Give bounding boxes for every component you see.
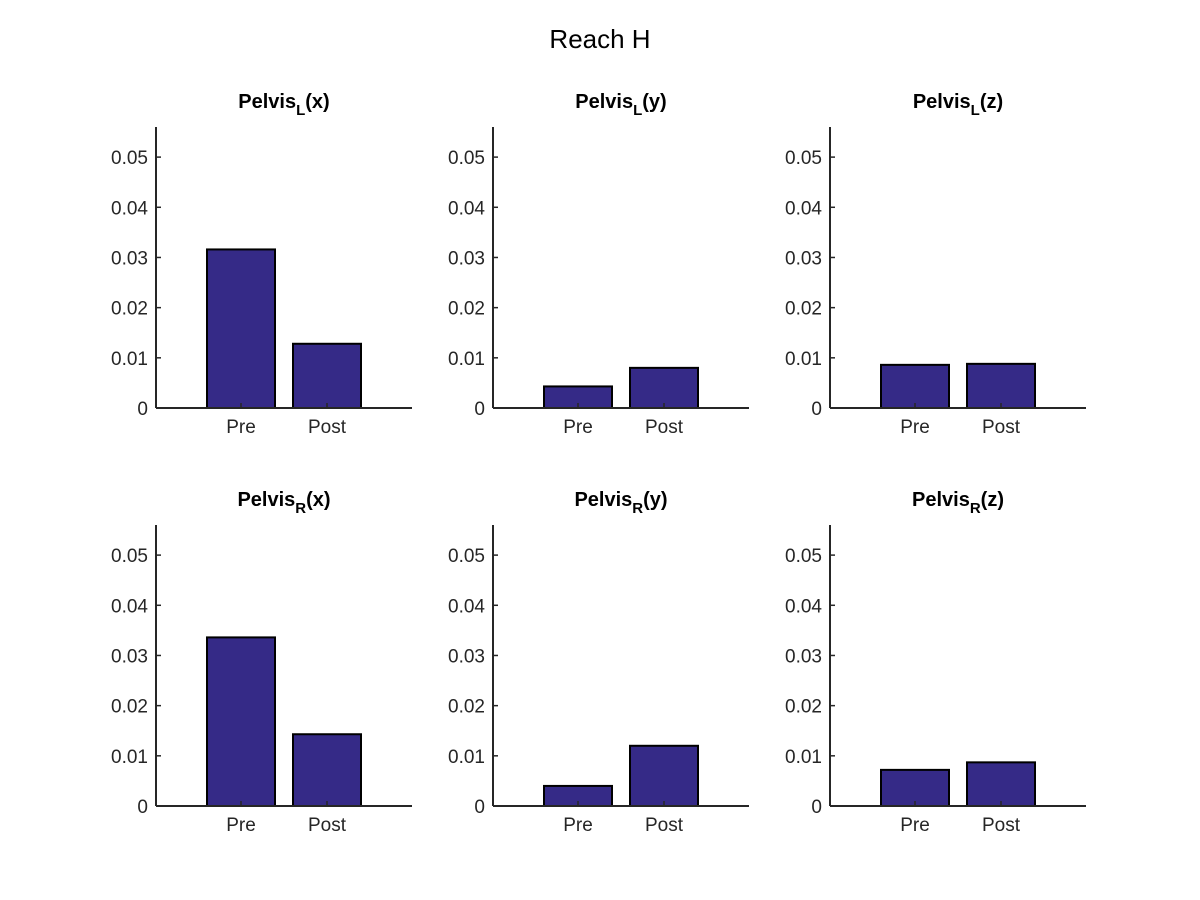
y-tick-label: 0.03 <box>785 646 822 667</box>
bar-pre <box>206 636 276 808</box>
subplot-title: PelvisR(y) <box>574 489 667 517</box>
subplot-3: PelvisL(z) 0 0.01 0.02 0.03 0.04 0.05 Pre Post <box>785 91 1086 438</box>
y-tick-label: 0.03 <box>111 248 148 269</box>
subplot-title: PelvisL(y) <box>575 91 666 119</box>
y-tick-label: 0.01 <box>111 747 148 768</box>
y-tick-label: 0.01 <box>111 349 148 370</box>
subplot-title-main: Pelvis <box>238 91 296 113</box>
bar-post <box>966 362 1036 410</box>
subplot-title-main: Pelvis <box>913 91 971 113</box>
y-tick-label: 0.01 <box>448 349 485 370</box>
bar-post <box>292 342 362 409</box>
x-tick-label: Post <box>982 417 1021 438</box>
y-tick-label: 0.05 <box>785 148 822 169</box>
subplot-title-subscript: R <box>295 500 306 517</box>
y-tick-label: 0.05 <box>448 148 485 169</box>
subplot-title-suffix: (x) <box>305 91 329 113</box>
subplot-title-subscript: L <box>633 102 642 119</box>
subplot-title-suffix: (y) <box>643 489 667 511</box>
bar-post <box>292 733 362 807</box>
y-tick-label: 0.03 <box>448 248 485 269</box>
subplot-title-main: Pelvis <box>574 489 632 511</box>
y-tick-label: 0.02 <box>448 299 485 320</box>
x-tick-label: Pre <box>563 417 593 438</box>
y-tick-label: 0.04 <box>785 198 822 219</box>
y-tick-label: 0.02 <box>111 697 148 718</box>
y-tick-label: 0.04 <box>785 596 822 617</box>
subplot-title-suffix: (y) <box>642 91 666 113</box>
y-tick-label: 0.03 <box>785 248 822 269</box>
y-tick-label: 0.02 <box>111 299 148 320</box>
x-tick-label: Pre <box>226 815 256 836</box>
y-tick-label: 0 <box>137 797 148 818</box>
x-tick-label: Pre <box>563 815 593 836</box>
y-tick-label: 0 <box>811 399 822 420</box>
y-tick-label: 0.01 <box>785 747 822 768</box>
bar-post <box>966 761 1036 808</box>
bar-post <box>629 366 699 410</box>
y-tick-label: 0.02 <box>448 697 485 718</box>
y-tick-label: 0 <box>474 399 485 420</box>
y-tick-label: 0.04 <box>111 596 148 617</box>
subplot-title: PelvisL(x) <box>238 91 329 119</box>
y-tick-label: 0.04 <box>448 596 485 617</box>
subplot-5: PelvisR(y) 0 0.01 0.02 0.03 0.04 0.05 Pre Post <box>448 489 749 836</box>
subplot-title-main: Pelvis <box>912 489 970 511</box>
bar-pre <box>206 248 276 409</box>
subplot-title: PelvisR(z) <box>912 489 1004 517</box>
y-tick-label: 0.01 <box>448 747 485 768</box>
subplot-1: PelvisL(x) 0 0.01 0.02 0.03 0.04 0.05 Pre Post <box>111 91 412 438</box>
x-tick-label: Pre <box>900 815 930 836</box>
x-tick-label: Pre <box>900 417 930 438</box>
x-tick-label: Post <box>645 815 684 836</box>
subplot-title: PelvisL(z) <box>913 91 1003 119</box>
subplot-2: PelvisL(y) 0 0.01 0.02 0.03 0.04 0.05 Pre Post <box>448 91 749 438</box>
y-tick-label: 0.03 <box>111 646 148 667</box>
bar-pre <box>880 363 950 410</box>
bar-post <box>629 744 699 807</box>
subplot-title: PelvisR(x) <box>237 489 330 517</box>
y-tick-label: 0.04 <box>448 198 485 219</box>
subplot-6: PelvisR(z) 0 0.01 0.02 0.03 0.04 0.05 Pre Post <box>785 489 1086 836</box>
subplot-title-main: Pelvis <box>237 489 295 511</box>
y-tick-label: 0.05 <box>111 148 148 169</box>
y-tick-label: 0.01 <box>785 349 822 370</box>
subplot-title-subscript: L <box>296 102 305 119</box>
y-tick-label: 0.05 <box>111 546 148 567</box>
figure-title: Reach H <box>549 24 651 54</box>
y-tick-label: 0.04 <box>111 198 148 219</box>
y-tick-label: 0.05 <box>448 546 485 567</box>
x-tick-label: Post <box>308 815 347 836</box>
y-tick-label: 0 <box>811 797 822 818</box>
x-tick-label: Pre <box>226 417 256 438</box>
subplot-title-subscript: R <box>632 500 643 517</box>
y-tick-label: 0.02 <box>785 697 822 718</box>
subplot-title-main: Pelvis <box>575 91 633 113</box>
subplot-title-suffix: (z) <box>980 91 1003 113</box>
subplot-4: PelvisR(x) 0 0.01 0.02 0.03 0.04 0.05 Pre Post <box>111 489 412 836</box>
x-tick-label: Post <box>308 417 347 438</box>
y-tick-label: 0 <box>137 399 148 420</box>
x-tick-label: Post <box>982 815 1021 836</box>
y-tick-label: 0.05 <box>785 546 822 567</box>
y-tick-label: 0.03 <box>448 646 485 667</box>
subplot-title-subscript: R <box>970 500 981 517</box>
x-tick-label: Post <box>645 417 684 438</box>
bar-pre <box>880 768 950 807</box>
y-tick-label: 0 <box>474 797 485 818</box>
subplot-title-suffix: (z) <box>981 489 1004 511</box>
subplot-title-subscript: L <box>971 102 980 119</box>
subplot-title-suffix: (x) <box>306 489 330 511</box>
y-tick-label: 0.02 <box>785 299 822 320</box>
